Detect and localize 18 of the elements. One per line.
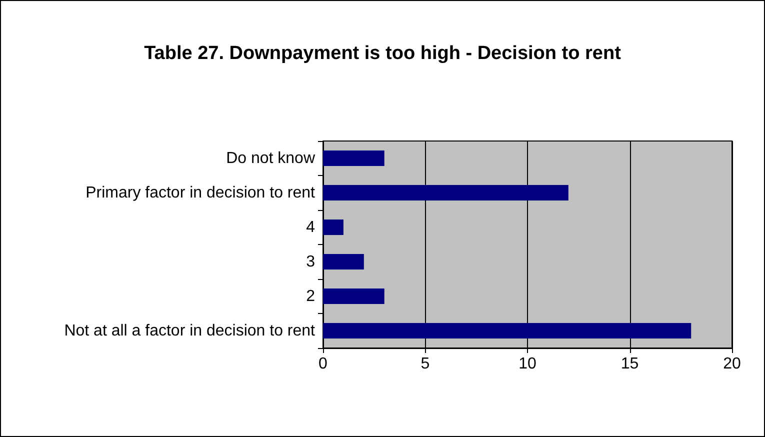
bar [323, 150, 384, 166]
y-tick-label: Not at all a factor in decision to rent [64, 322, 316, 340]
bar [323, 288, 384, 304]
y-tick-label: Do not know [226, 150, 316, 167]
chart-title: Table 27. Downpayment is too high - Decision to rent [144, 43, 622, 64]
y-tick-label: 3 [306, 253, 316, 270]
x-tick-label: 15 [620, 356, 639, 372]
y-tick-label: Primary factor in decision to rent [86, 184, 316, 202]
x-tick-label: 0 [318, 356, 328, 372]
y-tick-label: 4 [306, 218, 316, 236]
x-tick-label: 10 [518, 356, 536, 372]
x-tick-label: 5 [420, 356, 430, 372]
x-tick-label: 20 [723, 356, 741, 372]
bar [323, 254, 364, 270]
bar [323, 184, 568, 201]
bar [323, 219, 344, 236]
bar [323, 322, 692, 339]
y-tick-label: 2 [306, 288, 316, 305]
